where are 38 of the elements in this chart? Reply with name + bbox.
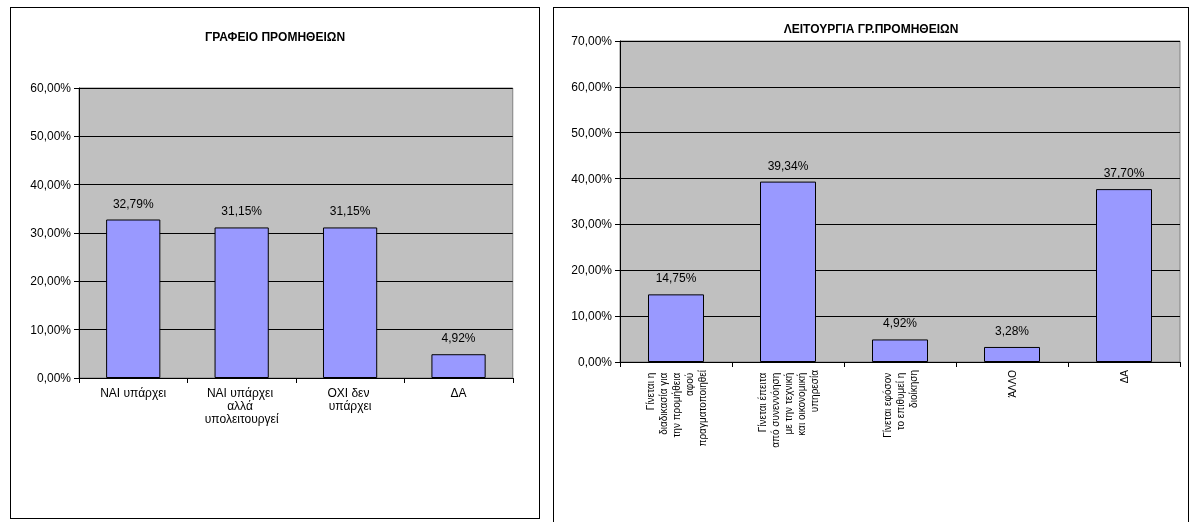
x-tick-label: ΆΛΛΟ bbox=[1006, 369, 1018, 398]
data-label: 4,92% bbox=[882, 316, 918, 331]
x-tick-label: ΔΑ bbox=[450, 385, 467, 400]
y-tick-label: 70,00% bbox=[571, 34, 613, 48]
bar bbox=[872, 339, 928, 362]
x-tick-label: ΟΧΙ δεν υπάρχει bbox=[327, 385, 373, 413]
data-label: 37,70% bbox=[1103, 166, 1145, 181]
bar bbox=[984, 346, 1040, 362]
y-tick-label: 50,00% bbox=[30, 129, 72, 144]
x-tick-label: Γίνεται έπειτα από συνεννόηση με την τεχνική και οικονομική υπηρεσία bbox=[756, 369, 820, 448]
x-tick-label: Γίνεται η διαδικασία για την προμήθεια αφού πραγματοποιηθεί bbox=[644, 369, 708, 447]
y-tick-label: 40,00% bbox=[571, 171, 613, 186]
x-tick-label: ΝΑΙ υπάρχει bbox=[100, 385, 167, 400]
y-tick-label: 50,00% bbox=[571, 125, 613, 140]
data-label: 31,15% bbox=[329, 204, 371, 219]
y-tick-label: 30,00% bbox=[30, 226, 72, 240]
y-tick-label: 0,00% bbox=[36, 371, 72, 385]
chart-title: ΛΕΙΤΟΥΡΓΙΑ ΓΡ.ΠΡΟΜΗΘΕΙΩΝ bbox=[783, 22, 959, 36]
x-tick-label: ΝΑΙ υπάρχει αλλά υπολειτουργεί bbox=[204, 385, 279, 426]
y-tick-label: 20,00% bbox=[30, 274, 72, 289]
bar bbox=[431, 354, 486, 378]
y-tick-label: 60,00% bbox=[571, 79, 613, 94]
y-tick-label: 0,00% bbox=[577, 355, 613, 369]
y-tick-label: 40,00% bbox=[30, 177, 72, 192]
chart-title: ΓΡΑΦΕΙΟ ΠΡΟΜΗΘΕΙΩΝ bbox=[204, 30, 346, 44]
x-tick-label: ΔΑ bbox=[1118, 369, 1130, 384]
data-label: 14,75% bbox=[655, 271, 697, 286]
y-tick-label: 10,00% bbox=[571, 309, 613, 324]
data-label: 3,28% bbox=[994, 323, 1030, 338]
data-label: 4,92% bbox=[441, 331, 476, 346]
y-tick-label: 20,00% bbox=[571, 263, 613, 278]
x-tick-label: Γίνεται εφόσον το επιθυμεί η διοίκηση bbox=[881, 370, 919, 438]
data-label: 39,34% bbox=[767, 158, 809, 173]
y-tick-label: 10,00% bbox=[30, 322, 72, 337]
data-label: 31,15% bbox=[221, 204, 263, 219]
y-tick-label: 30,00% bbox=[571, 217, 613, 232]
data-label: 32,79% bbox=[112, 196, 154, 211]
y-tick-label: 60,00% bbox=[30, 81, 72, 95]
